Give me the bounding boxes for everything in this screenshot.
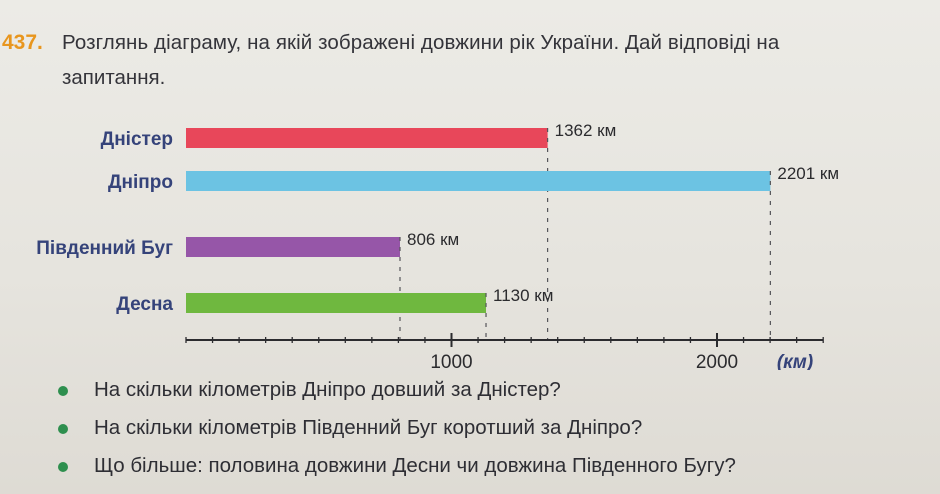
task-number: 437.	[2, 31, 43, 54]
tick-label: 2000	[696, 352, 738, 370]
bullet-icon	[58, 386, 68, 396]
question-item: На скільки кілометрів Південний Буг коро…	[58, 413, 736, 451]
unit-label: (км)	[777, 352, 813, 370]
question-item: Що більше: половина довжини Десни чи дов…	[58, 451, 736, 489]
bar	[186, 171, 771, 191]
task-instruction: Розглянь діаграму, на якій зображені дов…	[62, 31, 780, 54]
bullet-icon	[58, 462, 68, 472]
value-label: 2201 км	[777, 164, 839, 183]
river-length-chart: Дністер 1362 км Дніпро 2201 км Південний Буг…	[36, 121, 839, 370]
question-item: На скільки кілометрів Дніпро довший за Д…	[58, 375, 736, 413]
question-text: Що більше: половина довжини Десни чи дов…	[94, 454, 736, 477]
bars-layer: Дністер 1362 км Дніпро 2201 км Південний Буг…	[36, 121, 839, 340]
tick-label: 1000	[430, 352, 472, 370]
value-label: 1362 км	[555, 121, 617, 140]
category-label: Дністер	[101, 129, 173, 150]
bar	[186, 293, 487, 313]
question-text: На скільки кілометрів Дніпро довший за Д…	[94, 378, 561, 401]
bullet-icon	[58, 424, 68, 434]
category-label: Дніпро	[108, 172, 173, 193]
value-label: 1130 км	[493, 286, 553, 305]
category-label: Десна	[116, 294, 173, 315]
question-list: На скільки кілометрів Дніпро довший за Д…	[58, 375, 736, 489]
task-instruction-continued: запитання.	[62, 66, 166, 89]
value-label: 806 км	[407, 230, 459, 249]
question-text: На скільки кілометрів Південний Буг коро…	[94, 416, 643, 439]
x-axis: 1000 2000 (км)	[185, 333, 824, 370]
bar	[186, 128, 548, 148]
bar	[186, 237, 400, 257]
category-label: Південний Буг	[36, 238, 173, 259]
